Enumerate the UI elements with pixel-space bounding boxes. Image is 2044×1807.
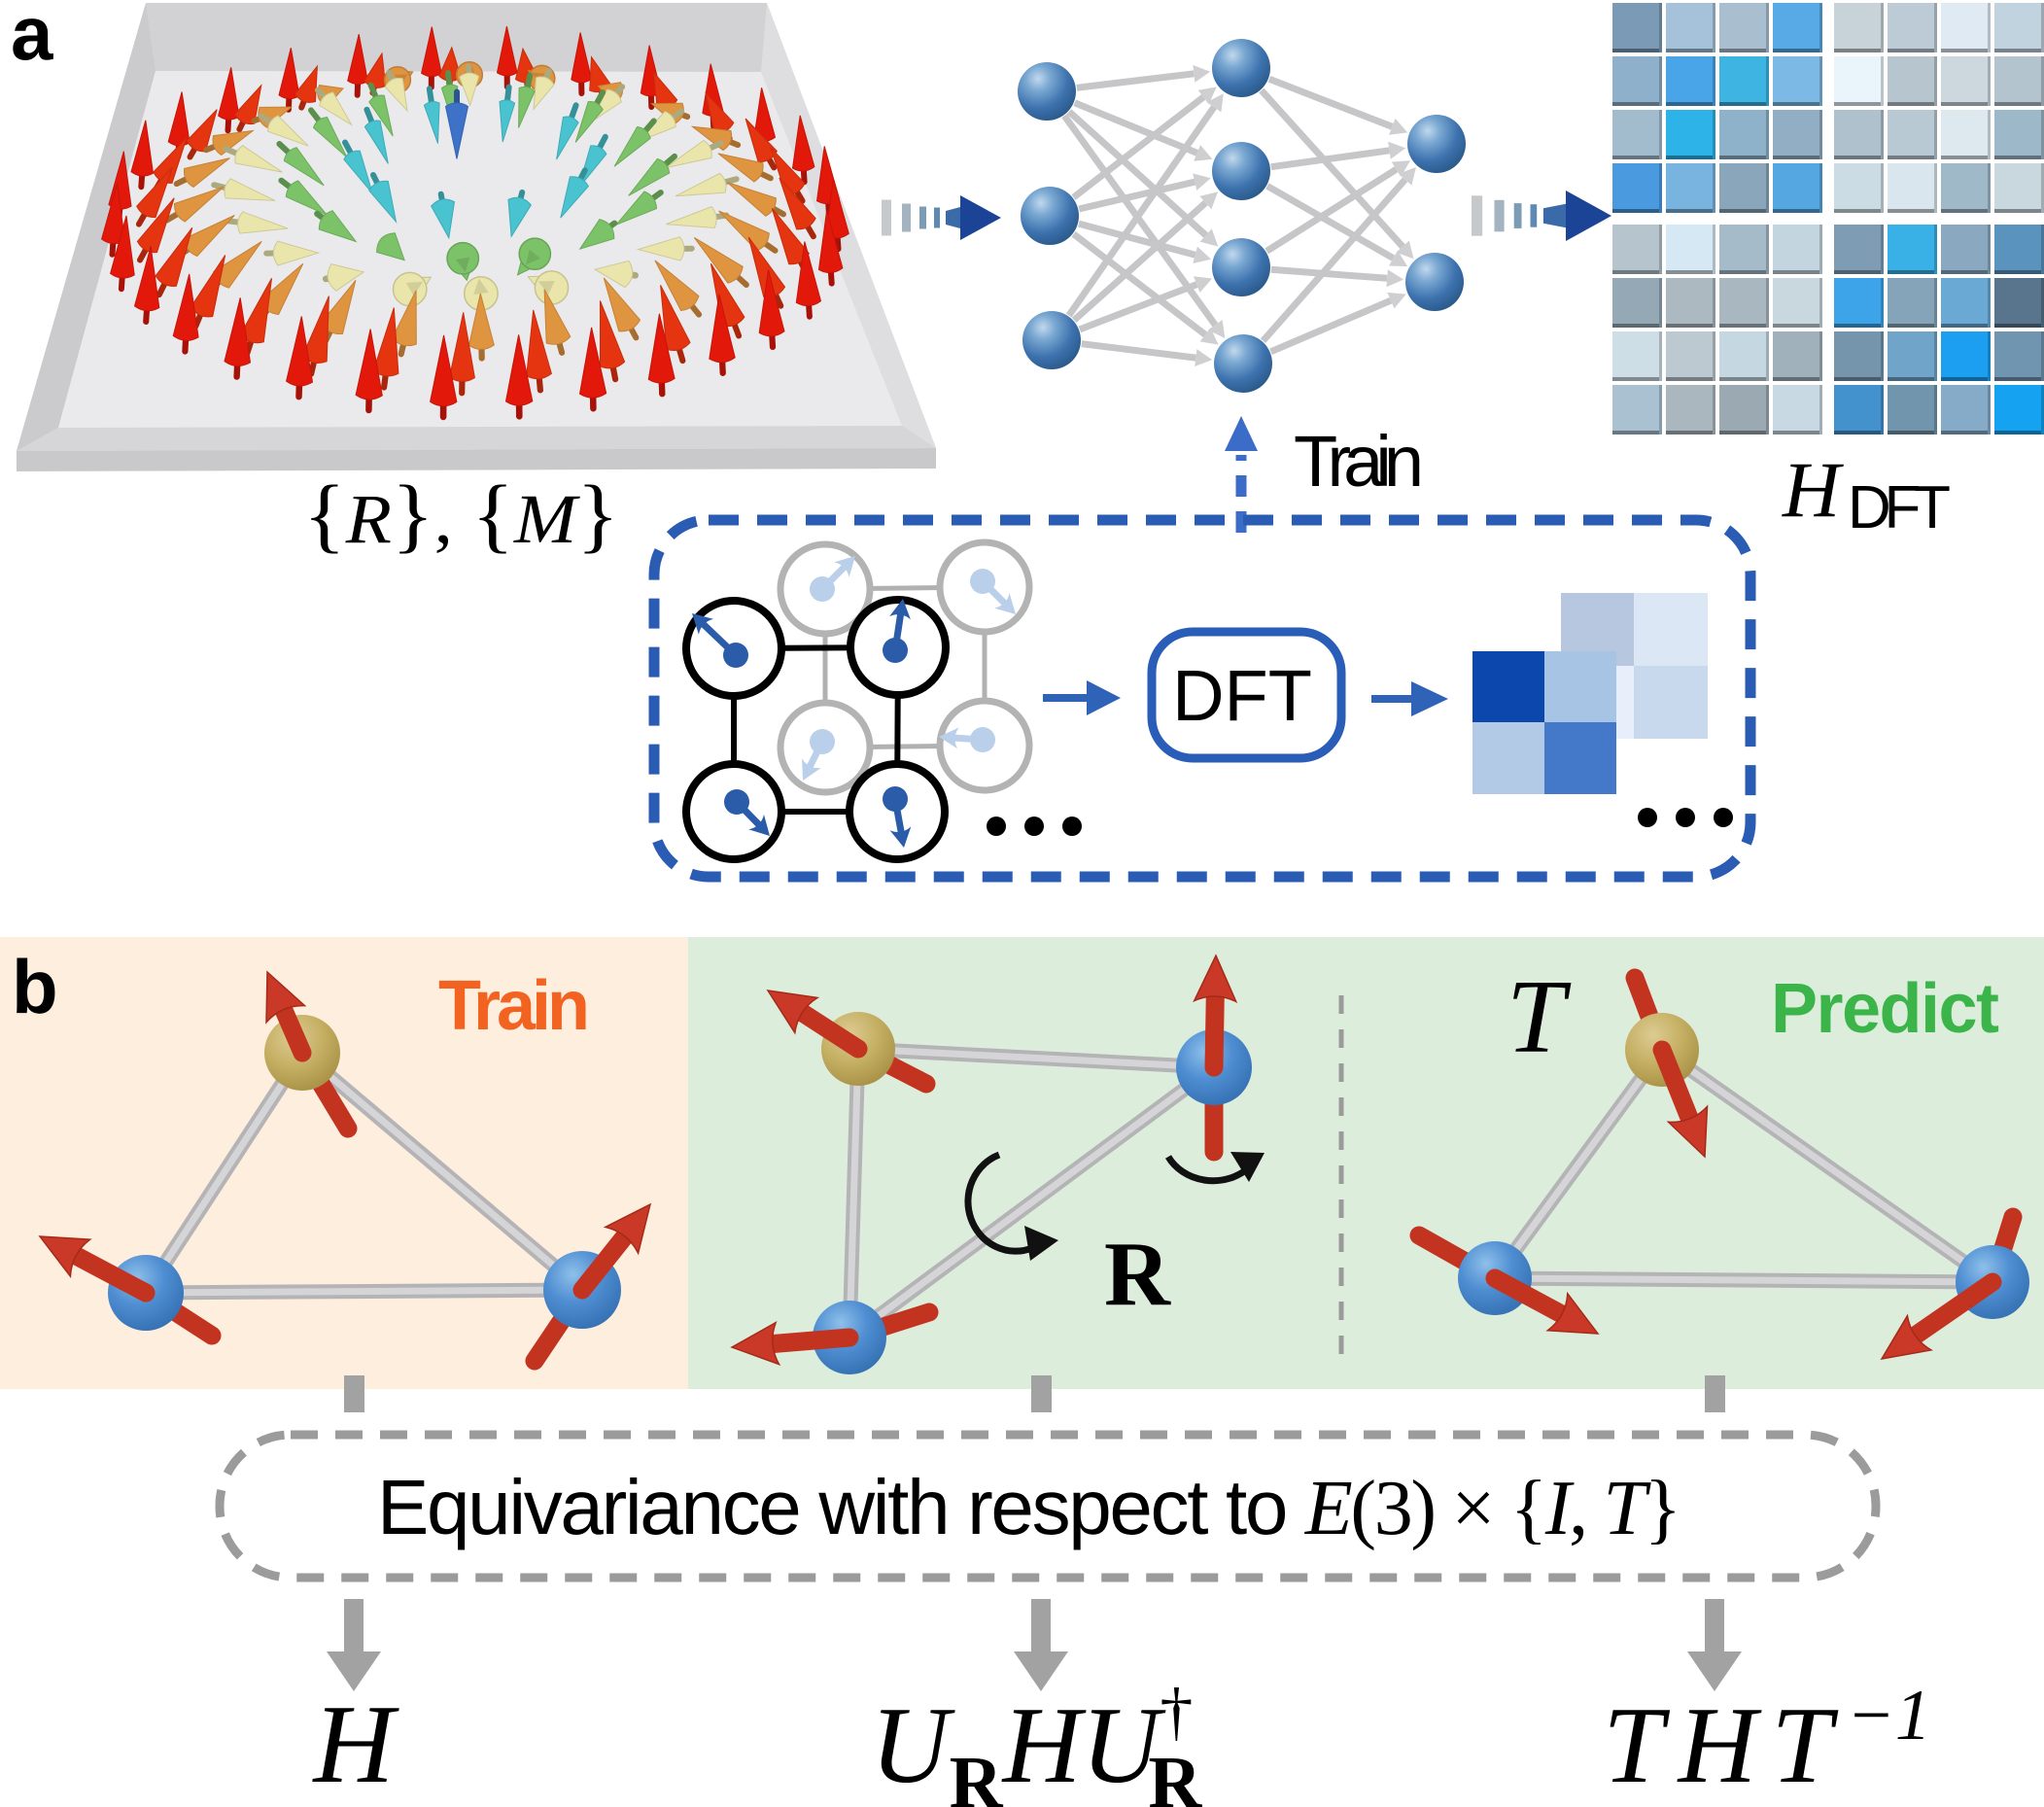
svg-text:H: H bbox=[1782, 445, 1844, 534]
svg-text:T: T bbox=[1507, 959, 1572, 1075]
svg-text:H: H bbox=[311, 1683, 399, 1806]
svg-text:b: b bbox=[12, 944, 58, 1029]
svg-text:DFT: DFT bbox=[1172, 655, 1312, 736]
svg-text:Train: Train bbox=[438, 967, 590, 1045]
svg-text:DFT: DFT bbox=[1848, 474, 1951, 541]
svg-text:THT−1: THT−1 bbox=[1603, 1676, 1930, 1806]
svg-text:Predict: Predict bbox=[1771, 970, 1999, 1048]
svg-text:Train: Train bbox=[1294, 421, 1424, 502]
svg-text:Equivariance with respect to E: Equivariance with respect to E(3) × {I, … bbox=[377, 1464, 1681, 1551]
svg-text:{R}, {M}: {R}, {M} bbox=[303, 469, 619, 561]
svg-text:R: R bbox=[1104, 1224, 1171, 1325]
svg-text:a: a bbox=[11, 0, 53, 76]
svg-text:URHU†R: URHU† R bbox=[871, 1674, 1203, 1807]
